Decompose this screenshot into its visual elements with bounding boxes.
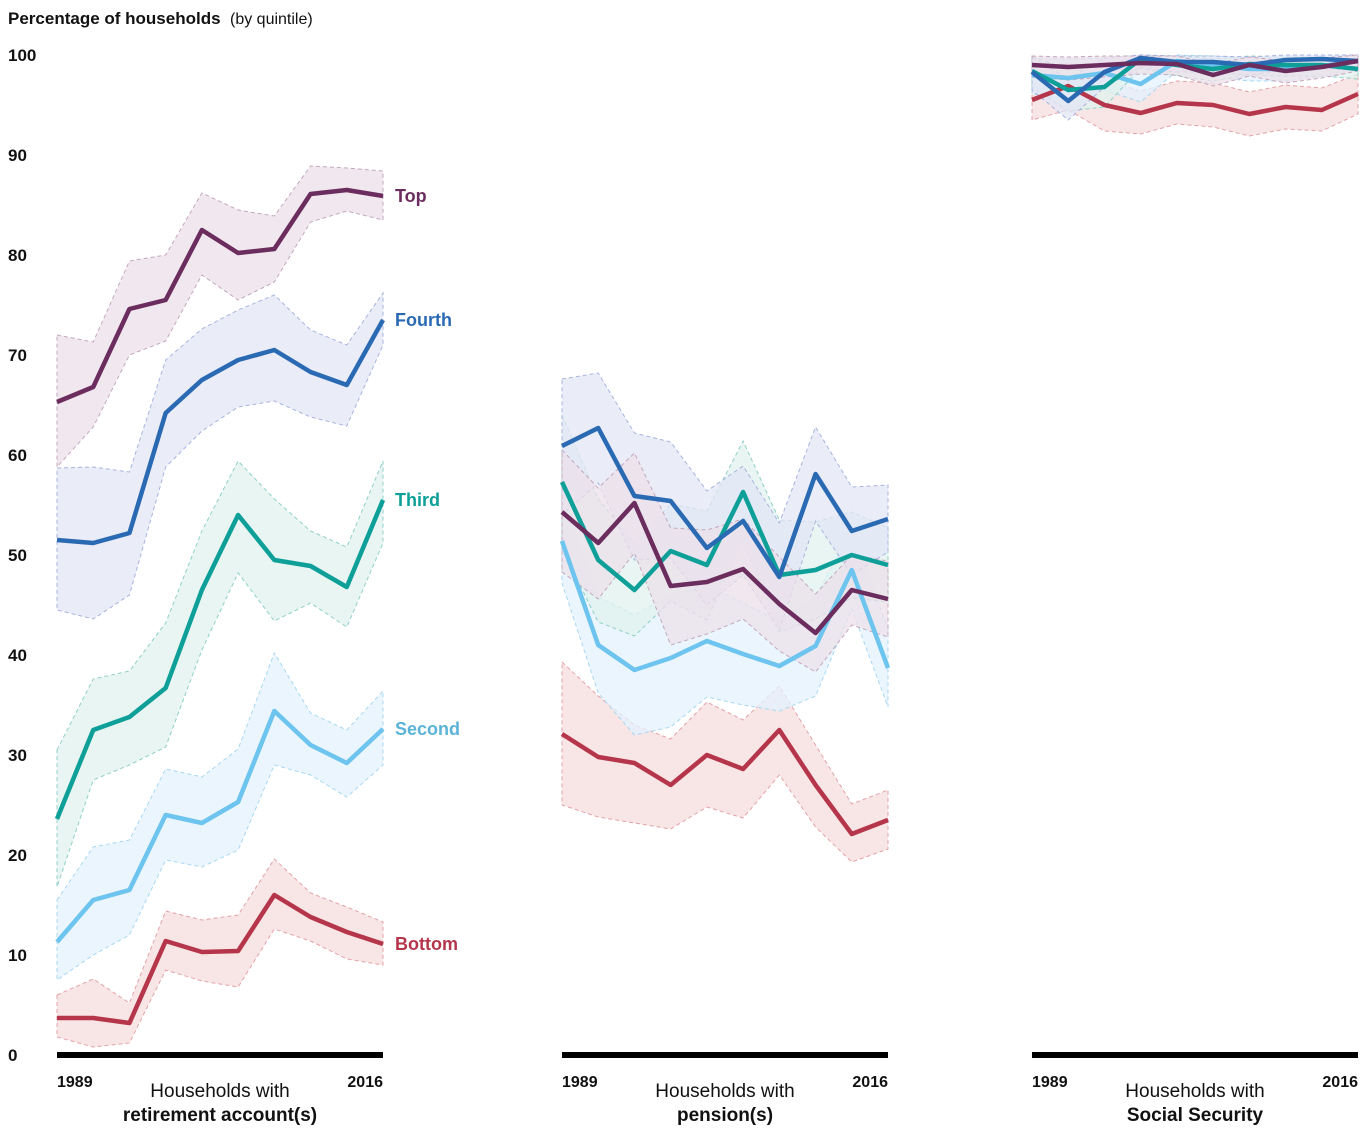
x-tick-label: 2016 [852, 1074, 888, 1091]
series-label-bottom: Bottom [395, 934, 458, 954]
y-tick-label: 100 [8, 46, 36, 65]
line-bottom [57, 892, 384, 1026]
panel-3: 1989 2016 Households with Social Security [1030, 54, 1359, 1126]
panel-2: 1989 2016 Households with pension(s) [559, 372, 891, 1126]
y-tick-label: 70 [8, 346, 27, 365]
x-tick-label: 2016 [347, 1074, 383, 1091]
y-tick-label: 40 [8, 646, 27, 665]
series-label-fourth: Fourth [395, 310, 452, 330]
band-fourth [56, 291, 384, 620]
y-tick-label: 20 [8, 846, 27, 865]
series-label-top: Top [395, 186, 427, 206]
line-top [560, 500, 889, 636]
band-top [561, 448, 889, 673]
x-tick-label: 1989 [562, 1074, 598, 1091]
y-tick-label: 50 [8, 546, 27, 565]
line-bottom [1031, 83, 1359, 117]
series-label-third: Third [395, 490, 440, 510]
y-tick-label: 80 [8, 246, 27, 265]
y-tick-label: 0 [8, 1046, 17, 1065]
line-second [559, 540, 891, 673]
panel-label-line1: Households with [1125, 1081, 1264, 1102]
line-third [559, 481, 889, 593]
band-third [56, 460, 384, 888]
y-tick-label: 90 [8, 146, 27, 165]
y-axis: 0 10 20 30 40 50 60 70 80 90 100 [8, 46, 36, 1065]
panel-1: 1989 2016 Households with retirement accoun… [54, 165, 460, 1126]
panel-label-line2: pension(s) [677, 1105, 773, 1126]
y-tick-label: 10 [8, 946, 27, 965]
line-fourth [1030, 55, 1359, 104]
line-fourth [56, 318, 385, 546]
panel-label-line2: Social Security [1127, 1105, 1264, 1126]
y-tick-label: 60 [8, 446, 27, 465]
chart-title-suffix: (by quintile) [230, 11, 313, 28]
y-tick-label: 30 [8, 746, 27, 765]
panel-label-line2: retirement account(s) [123, 1105, 317, 1126]
panels: 1989 2016 Households with retirement accoun… [54, 54, 1359, 1126]
line-second [55, 708, 385, 944]
x-tick-label: 2016 [1322, 1074, 1358, 1091]
band-top [56, 165, 384, 469]
line-top [1031, 58, 1359, 78]
series-label-second: Second [395, 719, 460, 739]
line-bottom [560, 727, 889, 837]
chart-title: Percentage of households (by quintile) [8, 9, 313, 28]
x-tick-label: 1989 [57, 1074, 93, 1091]
line-top [56, 187, 384, 405]
panel-label-line1: Households with [655, 1081, 794, 1102]
chart-title-main: Percentage of households [8, 9, 221, 28]
line-fourth [560, 425, 889, 580]
x-tick-label: 1989 [1032, 1074, 1068, 1091]
panel-label-line1: Households with [150, 1081, 289, 1102]
line-third [54, 499, 386, 820]
